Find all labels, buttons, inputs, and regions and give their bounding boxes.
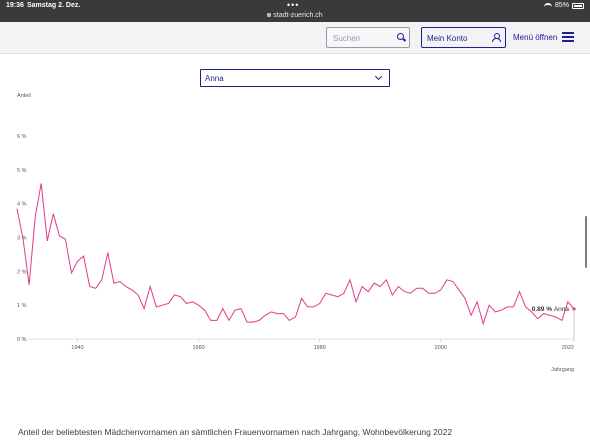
more-dots-icon[interactable]: ••• [287, 0, 300, 10]
line-chart: Anteil 0 % 1 % 2 % 3 % 4 % 5 % 6 % 1940 1960 198… [16, 93, 576, 373]
account-label: Mein Konto [427, 34, 468, 43]
x-tick-label: 1960 [193, 345, 205, 351]
battery-icon [572, 2, 584, 9]
battery-level: 85% [554, 2, 569, 9]
account-button[interactable]: Mein Konto [421, 27, 506, 48]
lock-icon [267, 13, 272, 18]
y-tick-label: 3 % [17, 236, 27, 242]
address-url: stadt-zuerich.ch [273, 12, 323, 19]
x-axis-label: Jahrgang [551, 367, 574, 373]
y-axis-label: Anteil [17, 93, 31, 99]
status-indicators: 85% [543, 2, 584, 9]
wifi-icon [543, 2, 552, 9]
menu-button[interactable]: Menü öffnen [513, 33, 558, 42]
name-select-value: Anna [205, 74, 224, 83]
address-bar[interactable]: stadt-zuerich.ch [0, 12, 590, 19]
scrollbar[interactable] [585, 216, 587, 268]
series-line-anna [16, 183, 575, 326]
x-tick-label: 1980 [314, 345, 326, 351]
y-tick-label: 5 % [17, 168, 27, 174]
hamburger-icon[interactable] [562, 32, 574, 42]
y-tick-label: 6 % [17, 134, 27, 140]
search-placeholder: Suchen [333, 34, 361, 43]
status-bar: 19:36 Samstag 2. Dez. ••• stadt-zuerich.… [0, 0, 590, 22]
chevron-down-icon [374, 72, 383, 81]
y-tick-label: 2 % [17, 269, 27, 275]
chart-caption: Anteil der beliebtesten Mädchenvornamen … [18, 427, 453, 437]
last-point-marker [572, 307, 576, 311]
annotation-label: 0.89 % Anna [532, 306, 570, 313]
name-select[interactable]: Anna [200, 69, 390, 87]
x-tick-label: 2022 [562, 345, 574, 351]
y-tick-label: 4 % [17, 202, 27, 208]
y-tick-label: 1 % [17, 303, 27, 309]
status-time: 19:36 [6, 2, 24, 9]
x-tick-label: 1940 [71, 345, 83, 351]
site-header: Suchen Mein Konto Menü öffnen [0, 22, 590, 54]
status-date: Samstag 2. Dez. [27, 2, 81, 9]
x-tick-label: 2000 [435, 345, 447, 351]
y-tick-label: 0 % [17, 337, 27, 343]
user-icon [492, 33, 501, 42]
search-icon[interactable] [397, 33, 404, 40]
search-input[interactable]: Suchen [326, 27, 410, 48]
